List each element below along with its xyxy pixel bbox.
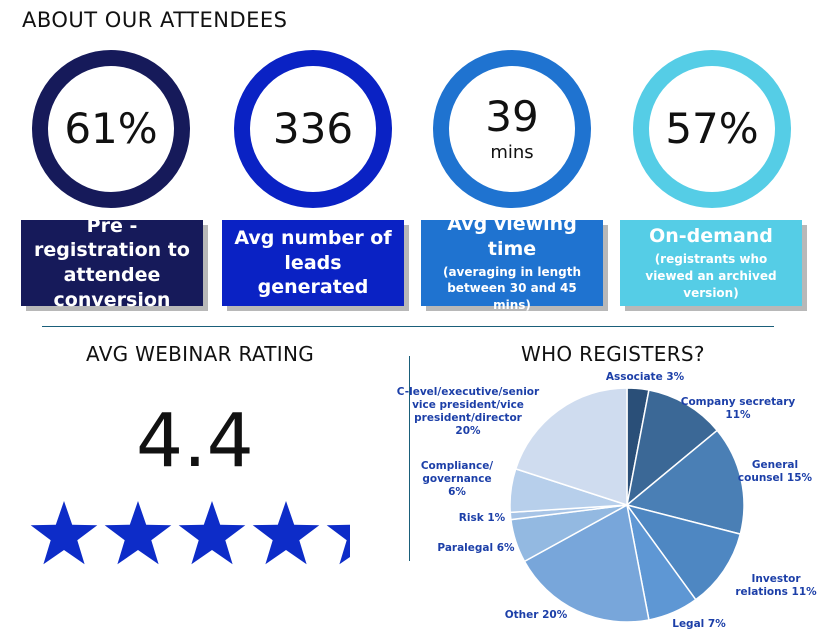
viewing-time-value: 39 [485,91,539,141]
star-icon [178,501,246,565]
pie-slice [625,429,745,536]
leads-value: 336 [272,104,354,153]
rating-value: 4.4 [136,398,254,484]
viewing-time-note: (averaging in length between 30 and 45 m… [442,264,582,313]
viewing-time-label-box: Avg viewing time (averaging in length be… [421,213,603,312]
star-shape [104,501,172,565]
page-title: ABOUT OUR ATTENDEES [22,8,288,32]
pie-slice-label: C-level/executive/senior vice president/v… [397,386,540,437]
pie-slice [514,387,628,507]
pie-slice [626,504,697,621]
star-icon [326,524,350,565]
leads-label-box: Avg number of leads generated [222,220,404,306]
on-demand-ring: 57% [633,50,791,208]
star-shape [326,524,350,565]
star-icon [104,501,172,565]
star-icon [252,501,320,565]
conversion-label-box: Pre - registration to attendee conversio… [21,215,203,311]
on-demand-value: 57% [665,104,759,153]
horizontal-divider [42,326,774,327]
on-demand-note: (registrants who viewed an archived vers… [645,252,777,300]
pie-slice [625,503,742,601]
chart-title: WHO REGISTERS? [521,342,705,366]
pie-slice-label: Paralegal 6% [437,542,515,554]
viewing-time-unit: mins [490,141,534,163]
pie-slice-label: Compliance/governance 6% [421,460,493,498]
star-shape [178,501,246,565]
pie-slice [626,387,650,506]
pie-slice-label: Investor relations 11% [735,573,817,598]
on-demand-label: On-demand [649,225,773,248]
on-demand-label-box: On-demand (registrants who viewed an arc… [620,220,802,306]
conversion-label: Pre - registration to attendee conversio… [34,214,190,311]
pie-slice-label: Associate 3% [606,371,685,383]
conversion-ring: 61% [32,50,190,208]
rating-title: AVG WEBINAR RATING [86,342,315,366]
star-icon [30,501,98,565]
pie-slice [510,504,628,563]
pie-slice-label: General counsel 15% [738,459,813,484]
pie-slice-label: Legal 7% [672,618,726,630]
pie-slice [625,389,719,507]
pie-slice [509,504,628,521]
star-shape [252,501,320,565]
star-shape [30,501,98,565]
pie-slice-label: Company secretary 11% [681,396,796,421]
viewing-time-label: Avg viewing time [447,213,577,260]
leads-ring: 336 [234,50,392,208]
viewing-time-ring: 39 mins [433,50,591,208]
conversion-value: 61% [64,104,158,153]
pie-slice [523,503,650,623]
vertical-divider [409,356,410,561]
pie-slice [509,467,628,514]
leads-label: Avg number of leads generated [234,226,392,299]
pie-slice-label: Risk 1% [459,512,506,524]
rating-stars [28,498,350,570]
pie-slice-label: Other 20% [505,609,568,621]
